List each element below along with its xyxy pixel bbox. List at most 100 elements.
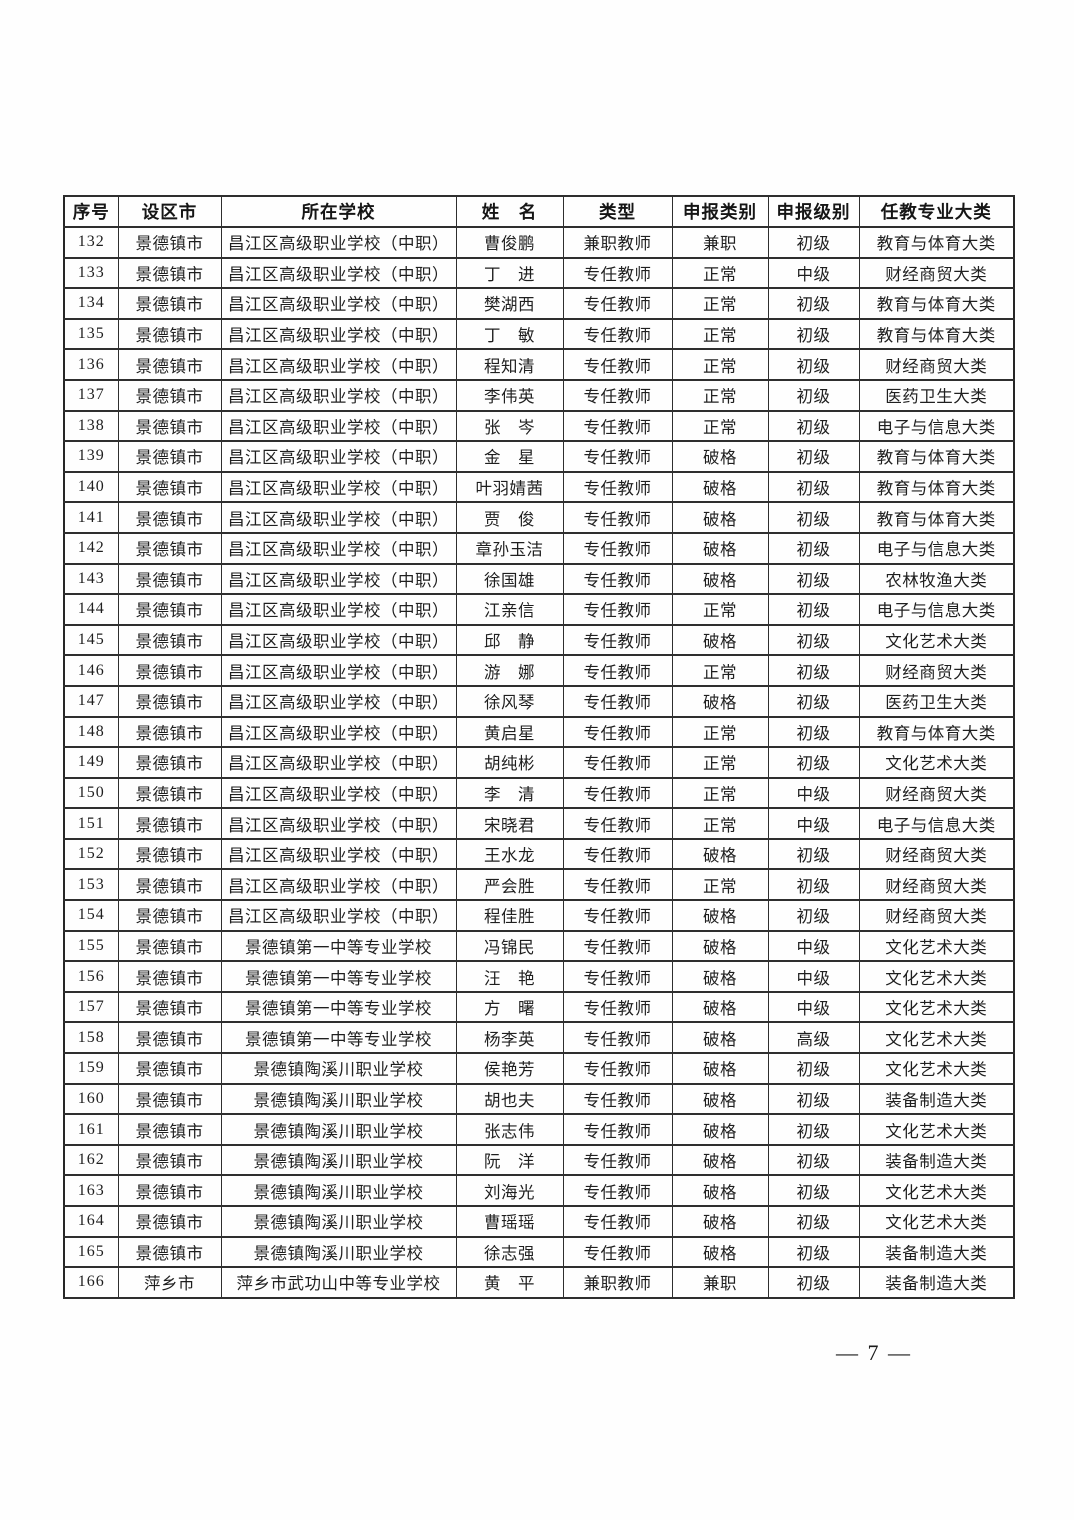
table-cell: 专任教师 xyxy=(562,746,673,779)
table-cell: 142 xyxy=(63,531,119,565)
table-cell: 初级 xyxy=(767,1143,860,1177)
table-cell: 初级 xyxy=(767,623,860,657)
table-cell: 文化艺术大类 xyxy=(858,990,1015,1024)
table-cell: 破格 xyxy=(671,1235,769,1269)
table-cell: 徐风琴 xyxy=(455,684,564,718)
table-cell: 专任教师 xyxy=(562,501,673,534)
table-cell: 景德镇市 xyxy=(117,929,222,963)
table-cell: 章孙玉洁 xyxy=(455,531,564,565)
table-cell: 景德镇第一中等专业学校 xyxy=(220,929,457,963)
table-cell: 专任教师 xyxy=(562,837,673,871)
table-cell: 景德镇市 xyxy=(117,837,222,871)
table-cell: 景德镇市 xyxy=(117,562,222,596)
table-cell: 医药卫生大类 xyxy=(858,378,1015,412)
table-cell: 正常 xyxy=(671,256,769,290)
table-cell: 147 xyxy=(63,684,119,718)
table-row: 135 景德镇市 昌江区高级职业学校（中职）丁 敏专任教师 正常 初级 教育与体育大类 xyxy=(63,317,1015,351)
table-cell: 157 xyxy=(63,990,119,1024)
table-cell: 景德镇市 xyxy=(117,470,222,504)
table-cell: 景德镇市 xyxy=(117,899,222,932)
table-cell: 破格 xyxy=(671,1082,769,1116)
table-cell: 165 xyxy=(63,1235,119,1269)
table-cell: 初级 xyxy=(767,1205,860,1238)
column-header-5: 申报类别 xyxy=(671,195,769,228)
table-cell: 农林牧渔大类 xyxy=(858,562,1015,596)
table-cell: 正常 xyxy=(671,715,769,749)
table-cell: 刘海光 xyxy=(455,1174,564,1207)
table-cell: 初级 xyxy=(767,654,860,687)
table-cell: 正常 xyxy=(671,348,769,381)
table-cell: 丁 进 xyxy=(455,256,564,290)
table-cell: 景德镇市 xyxy=(117,440,222,473)
table-row: 148 景德镇市 昌江区高级职业学校（中职） 黄启星 专任教师 正常 初级 教育与体育大类 xyxy=(63,715,1015,749)
table-cell: 教育与体育大类 xyxy=(858,226,1015,259)
table-cell: 昌江区高级职业学校（中职） xyxy=(220,593,457,626)
column-header-2: 所在学校 xyxy=(220,195,457,228)
table-cell: 景德镇市 xyxy=(117,868,222,902)
table-cell: 杨李英 xyxy=(455,1021,564,1055)
column-header-4: 类型 xyxy=(562,195,673,228)
table-row: 134 景德镇市 昌江区高级职业学校（中职） 樊湖西 专任教师 正常 初级 教育与体育大类 xyxy=(63,287,1015,320)
table-cell: 李 清 xyxy=(455,776,564,810)
table-cell: 153 xyxy=(63,868,119,902)
table-cell: 破格 xyxy=(671,501,769,534)
table-cell: 初级 xyxy=(767,868,860,902)
table-cell: 专任教师 xyxy=(562,287,673,320)
table-cell: 徐志强 xyxy=(455,1235,564,1269)
table-cell: 138 xyxy=(63,409,119,443)
table-cell: 专任教师 xyxy=(562,378,673,412)
table-row: 151 景德镇市 昌江区高级职业学校（中职） 宋晓君 专任教师 正常 中级 电子与信息大类 xyxy=(63,807,1015,840)
table-cell: 初级 xyxy=(767,1082,860,1116)
table-cell: 141 xyxy=(63,501,119,534)
table-row: 139 景德镇市 昌江区高级职业学校（中职）金 星专任教师 破格 初级 教育与体育大类 xyxy=(63,440,1015,473)
table-cell: 丁 敏 xyxy=(455,317,564,351)
table-cell: 教育与体育大类 xyxy=(858,317,1015,351)
table-cell: 159 xyxy=(63,1052,119,1085)
table-cell: 正常 xyxy=(671,746,769,779)
table-cell: 财经商贸大类 xyxy=(858,868,1015,902)
table-cell: 133 xyxy=(63,256,119,290)
table-cell: 程知清 xyxy=(455,348,564,381)
table-cell: 文化艺术大类 xyxy=(858,1052,1015,1085)
table-cell: 文化艺术大类 xyxy=(858,1205,1015,1238)
table-cell: 胡也夫 xyxy=(455,1082,564,1116)
table-row: 154 景德镇市 昌江区高级职业学校（中职） 程佳胜 专任教师 破格 初级 财经商贸大类 xyxy=(63,899,1015,932)
table-cell: 专任教师 xyxy=(562,654,673,687)
table-cell: 正常 xyxy=(671,409,769,443)
table-cell: 胡纯彬 xyxy=(455,746,564,779)
table-cell: 专任教师 xyxy=(562,899,673,932)
table-cell: 景德镇市 xyxy=(117,409,222,443)
table-cell: 初级 xyxy=(767,1235,860,1269)
table-cell: 破格 xyxy=(671,899,769,932)
table-row: 143 景德镇市 昌江区高级职业学校（中职） 徐国雄 专任教师 破格 初级 农林牧渔大类 xyxy=(63,562,1015,596)
table-cell: 景德镇市 xyxy=(117,1235,222,1269)
table-row: 163 景德镇市 景德镇陶溪川职业学校 刘海光 专任教师 破格 初级 文化艺术大类 xyxy=(63,1174,1015,1207)
table-row: 158 景德镇市 景德镇第一中等专业学校 杨李英 专任教师 破格 高级 文化艺术大类 xyxy=(63,1021,1015,1055)
table-cell: 景德镇市 xyxy=(117,990,222,1024)
table-cell: 初级 xyxy=(767,531,860,565)
table-cell: 教育与体育大类 xyxy=(858,287,1015,320)
table-cell: 景德镇陶溪川职业学校 xyxy=(220,1052,457,1085)
table-cell: 装备制造大类 xyxy=(858,1266,1015,1299)
table-cell: 150 xyxy=(63,776,119,810)
table-cell: 兼职 xyxy=(671,226,769,259)
table-cell: 破格 xyxy=(671,1174,769,1207)
table-cell: 昌江区高级职业学校（中职） xyxy=(220,440,457,473)
table-cell: 萍乡市 xyxy=(117,1266,222,1299)
table-cell: 昌江区高级职业学校（中职） xyxy=(220,684,457,718)
table-cell: 景德镇市 xyxy=(117,1082,222,1116)
table-cell: 景德镇陶溪川职业学校 xyxy=(220,1235,457,1269)
column-header-3: 姓 名 xyxy=(455,195,564,228)
table-cell: 景德镇陶溪川职业学校 xyxy=(220,1113,457,1146)
table-cell: 专任教师 xyxy=(562,1113,673,1146)
table-cell: 景德镇市 xyxy=(117,1052,222,1085)
table-cell: 江亲信 xyxy=(455,593,564,626)
table-cell: 景德镇市 xyxy=(117,287,222,320)
table-cell: 医药卫生大类 xyxy=(858,684,1015,718)
table-cell: 张志伟 xyxy=(455,1113,564,1146)
table-cell: 专任教师 xyxy=(562,960,673,993)
table-row: 147 景德镇市 昌江区高级职业学校（中职） 徐风琴 专任教师 破格 初级 医药卫生大类 xyxy=(63,684,1015,718)
table-cell: 正常 xyxy=(671,807,769,840)
table-cell: 景德镇市 xyxy=(117,807,222,840)
table-cell: 景德镇市 xyxy=(117,623,222,657)
